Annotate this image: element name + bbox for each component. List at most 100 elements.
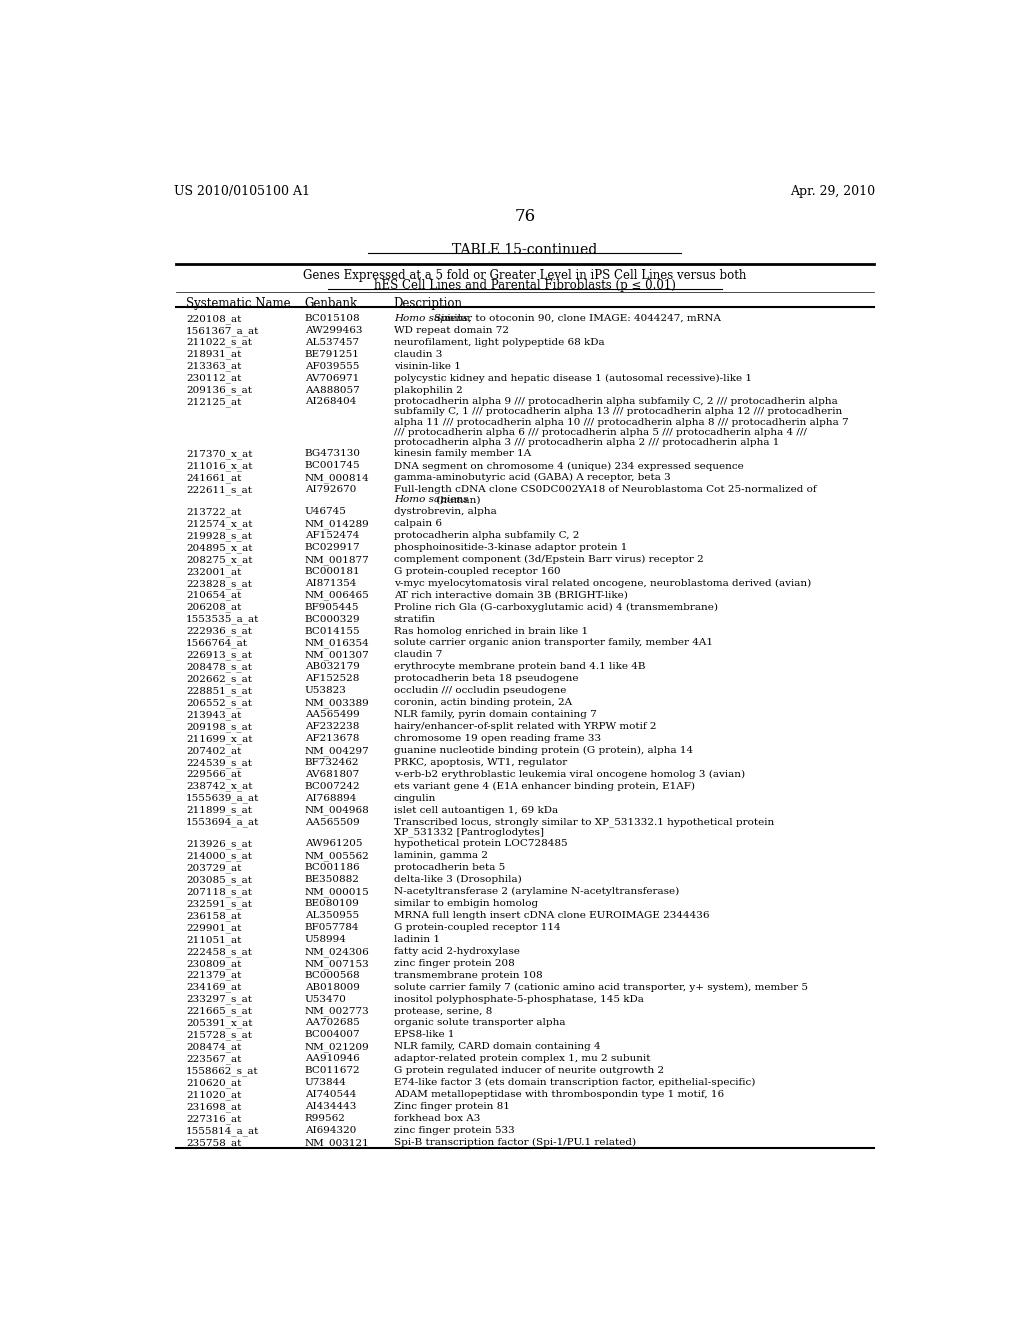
Text: BE350882: BE350882 xyxy=(305,875,359,884)
Text: G protein-coupled receptor 114: G protein-coupled receptor 114 xyxy=(394,923,560,932)
Text: AL537457: AL537457 xyxy=(305,338,358,347)
Text: Zinc finger protein 81: Zinc finger protein 81 xyxy=(394,1102,510,1111)
Text: AI434443: AI434443 xyxy=(305,1102,356,1111)
Text: 220108_at: 220108_at xyxy=(186,314,242,323)
Text: inositol polyphosphate-5-phosphatase, 145 kDa: inositol polyphosphate-5-phosphatase, 14… xyxy=(394,995,644,1003)
Text: AV681807: AV681807 xyxy=(305,770,359,779)
Text: hairy/enhancer-of-split related with YRPW motif 2: hairy/enhancer-of-split related with YRP… xyxy=(394,722,656,731)
Text: 1558662_s_at: 1558662_s_at xyxy=(186,1067,259,1076)
Text: 238742_x_at: 238742_x_at xyxy=(186,781,253,792)
Text: WD repeat domain 72: WD repeat domain 72 xyxy=(394,326,509,335)
Text: G protein-coupled receptor 160: G protein-coupled receptor 160 xyxy=(394,566,560,576)
Text: Apr. 29, 2010: Apr. 29, 2010 xyxy=(790,185,876,198)
Text: Homo sapiens,: Homo sapiens, xyxy=(394,314,471,323)
Text: US 2010/0105100 A1: US 2010/0105100 A1 xyxy=(174,185,310,198)
Text: N-acetyltransferase 2 (arylamine N-acetyltransferase): N-acetyltransferase 2 (arylamine N-acety… xyxy=(394,887,679,896)
Text: AB032179: AB032179 xyxy=(305,663,359,672)
Text: AF152474: AF152474 xyxy=(305,531,359,540)
Text: NM_007153: NM_007153 xyxy=(305,958,370,969)
Text: NM_004297: NM_004297 xyxy=(305,746,370,755)
Text: AB018009: AB018009 xyxy=(305,982,359,991)
Text: BF732462: BF732462 xyxy=(305,758,359,767)
Text: solute carrier organic anion transporter family, member 4A1: solute carrier organic anion transporter… xyxy=(394,639,713,648)
Text: AI268404: AI268404 xyxy=(305,397,356,407)
Text: AI792670: AI792670 xyxy=(305,486,356,494)
Text: 214000_s_at: 214000_s_at xyxy=(186,851,252,861)
Text: erythrocyte membrane protein band 4.1 like 4B: erythrocyte membrane protein band 4.1 li… xyxy=(394,663,645,672)
Text: AF232238: AF232238 xyxy=(305,722,359,731)
Text: Genbank: Genbank xyxy=(305,297,357,310)
Text: 208478_s_at: 208478_s_at xyxy=(186,663,252,672)
Text: protocadherin beta 18 pseudogene: protocadherin beta 18 pseudogene xyxy=(394,675,579,684)
Text: subfamily C, 1 /// protocadherin alpha 13 /// protocadherin alpha 12 /// protoca: subfamily C, 1 /// protocadherin alpha 1… xyxy=(394,408,842,417)
Text: U73844: U73844 xyxy=(305,1078,346,1088)
Text: protocadherin alpha 9 /// protocadherin alpha subfamily C, 2 /// protocadherin a: protocadherin alpha 9 /// protocadherin … xyxy=(394,397,838,407)
Text: v-myc myelocytomatosis viral related oncogene, neuroblastoma derived (avian): v-myc myelocytomatosis viral related onc… xyxy=(394,579,811,587)
Text: 226913_s_at: 226913_s_at xyxy=(186,651,252,660)
Text: 229566_at: 229566_at xyxy=(186,770,242,780)
Text: zinc finger protein 208: zinc finger protein 208 xyxy=(394,958,515,968)
Text: Homo sapiens: Homo sapiens xyxy=(394,495,468,504)
Text: NLR family, pyrin domain containing 7: NLR family, pyrin domain containing 7 xyxy=(394,710,597,719)
Text: fatty acid 2-hydroxylase: fatty acid 2-hydroxylase xyxy=(394,946,520,956)
Text: BC000568: BC000568 xyxy=(305,970,360,979)
Text: (human): (human) xyxy=(433,495,481,504)
Text: AA910946: AA910946 xyxy=(305,1055,359,1064)
Text: BC015108: BC015108 xyxy=(305,314,360,323)
Text: AF213678: AF213678 xyxy=(305,734,359,743)
Text: complement component (3d/Epstein Barr virus) receptor 2: complement component (3d/Epstein Barr vi… xyxy=(394,554,703,564)
Text: 233297_s_at: 233297_s_at xyxy=(186,995,252,1005)
Text: BC007242: BC007242 xyxy=(305,781,360,791)
Text: 210654_at: 210654_at xyxy=(186,591,242,601)
Text: 1553694_a_at: 1553694_a_at xyxy=(186,817,259,828)
Text: 211899_s_at: 211899_s_at xyxy=(186,805,252,816)
Text: protocadherin alpha 3 /// protocadherin alpha 2 /// protocadherin alpha 1: protocadherin alpha 3 /// protocadherin … xyxy=(394,437,779,446)
Text: XP_531332 [Pantroglodytes]: XP_531332 [Pantroglodytes] xyxy=(394,828,544,837)
Text: 206552_s_at: 206552_s_at xyxy=(186,698,252,708)
Text: NM_002773: NM_002773 xyxy=(305,1007,370,1016)
Text: U53823: U53823 xyxy=(305,686,346,696)
Text: 211022_s_at: 211022_s_at xyxy=(186,338,252,347)
Text: /// protocadherin alpha 6 /// protocadherin alpha 5 /// protocadherin alpha 4 //: /// protocadherin alpha 6 /// protocadhe… xyxy=(394,428,807,437)
Text: phosphoinositide-3-kinase adaptor protein 1: phosphoinositide-3-kinase adaptor protei… xyxy=(394,543,627,552)
Text: 224539_s_at: 224539_s_at xyxy=(186,758,252,767)
Text: 235758_at: 235758_at xyxy=(186,1138,242,1147)
Text: 207402_at: 207402_at xyxy=(186,746,242,755)
Text: alpha 11 /// protocadherin alpha 10 /// protocadherin alpha 8 /// protocadherin : alpha 11 /// protocadherin alpha 10 /// … xyxy=(394,417,849,426)
Text: AI871354: AI871354 xyxy=(305,579,356,587)
Text: dystrobrevin, alpha: dystrobrevin, alpha xyxy=(394,507,497,516)
Text: G protein regulated inducer of neurite outgrowth 2: G protein regulated inducer of neurite o… xyxy=(394,1067,664,1076)
Text: NM_021209: NM_021209 xyxy=(305,1043,370,1052)
Text: laminin, gamma 2: laminin, gamma 2 xyxy=(394,851,487,861)
Text: hypothetical protein LOC728485: hypothetical protein LOC728485 xyxy=(394,840,567,849)
Text: 1553535_a_at: 1553535_a_at xyxy=(186,615,259,624)
Text: islet cell autoantigen 1, 69 kDa: islet cell autoantigen 1, 69 kDa xyxy=(394,805,558,814)
Text: AA565509: AA565509 xyxy=(305,817,359,826)
Text: Similar to otoconin 90, clone IMAGE: 4044247, mRNA: Similar to otoconin 90, clone IMAGE: 404… xyxy=(431,314,721,323)
Text: BC004007: BC004007 xyxy=(305,1031,360,1039)
Text: Ras homolog enriched in brain like 1: Ras homolog enriched in brain like 1 xyxy=(394,627,588,635)
Text: solute carrier family 7 (cationic amino acid transporter, y+ system), member 5: solute carrier family 7 (cationic amino … xyxy=(394,982,808,991)
Text: 209136_s_at: 209136_s_at xyxy=(186,385,252,395)
Text: hES Cell Lines and Parental Fibroblasts (p ≤ 0.01): hES Cell Lines and Parental Fibroblasts … xyxy=(374,280,676,292)
Text: BE791251: BE791251 xyxy=(305,350,359,359)
Text: 211020_at: 211020_at xyxy=(186,1090,242,1100)
Text: 228851_s_at: 228851_s_at xyxy=(186,686,252,696)
Text: neurofilament, light polypeptide 68 kDa: neurofilament, light polypeptide 68 kDa xyxy=(394,338,604,347)
Text: guanine nucleotide binding protein (G protein), alpha 14: guanine nucleotide binding protein (G pr… xyxy=(394,746,693,755)
Text: 221379_at: 221379_at xyxy=(186,970,242,981)
Text: protease, serine, 8: protease, serine, 8 xyxy=(394,1007,493,1015)
Text: 204895_x_at: 204895_x_at xyxy=(186,543,253,553)
Text: 209198_s_at: 209198_s_at xyxy=(186,722,252,731)
Text: protocadherin beta 5: protocadherin beta 5 xyxy=(394,863,505,873)
Text: AA702685: AA702685 xyxy=(305,1019,359,1027)
Text: NM_005562: NM_005562 xyxy=(305,851,370,861)
Text: AF152528: AF152528 xyxy=(305,675,359,684)
Text: NM_001877: NM_001877 xyxy=(305,554,370,565)
Text: AI694320: AI694320 xyxy=(305,1126,356,1135)
Text: 207118_s_at: 207118_s_at xyxy=(186,887,252,896)
Text: plakophilin 2: plakophilin 2 xyxy=(394,385,463,395)
Text: protocadherin alpha subfamily C, 2: protocadherin alpha subfamily C, 2 xyxy=(394,531,580,540)
Text: 232001_at: 232001_at xyxy=(186,566,242,577)
Text: 222611_s_at: 222611_s_at xyxy=(186,486,252,495)
